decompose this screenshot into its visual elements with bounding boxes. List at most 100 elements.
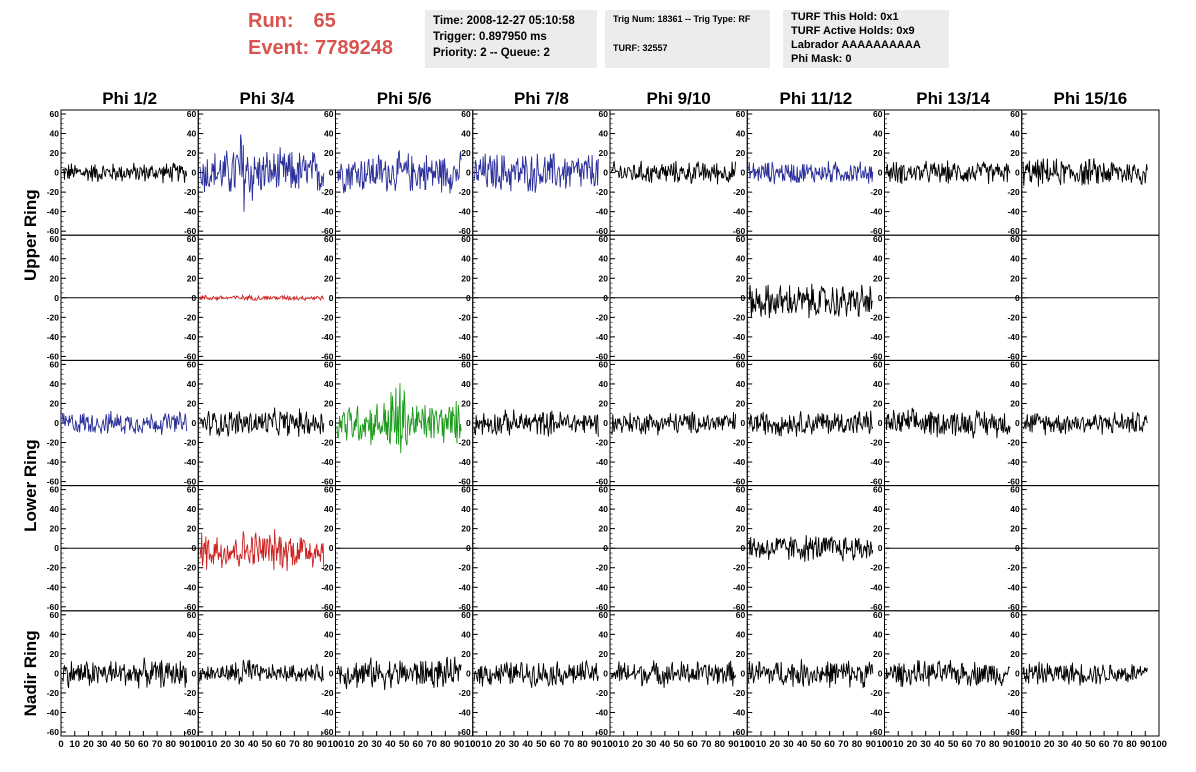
y-tick-label: -60 [321,602,334,612]
y-tick-label: -60 [47,602,60,612]
y-tick-label: -40 [184,207,197,217]
y-tick-label: 40 [461,254,471,264]
y-tick-label: 20 [873,148,883,158]
x-tick-label: 30 [646,739,657,750]
y-tick-label: 60 [187,234,197,244]
y-tick-label: 20 [736,524,746,534]
y-tick-label: 0 [466,293,471,303]
y-tick-label: 40 [1010,629,1020,639]
y-tick-label: 60 [599,610,609,620]
y-tick-label: 40 [324,129,334,139]
y-tick-label: 40 [873,629,883,639]
x-tick-label: 80 [577,739,588,750]
y-tick-label: 0 [54,418,59,428]
labrador-text: Labrador AAAAAAAAAA [791,39,921,51]
y-tick-label: 60 [187,109,197,119]
y-tick-label: 0 [54,293,59,303]
x-tick-label: 30 [1058,739,1069,750]
y-tick-label: 20 [187,148,197,158]
y-tick-label: 20 [461,524,471,534]
y-tick-label: -40 [47,707,60,717]
y-tick-label: -20 [733,438,746,448]
y-tick-label: -20 [596,312,609,322]
y-tick-label: 20 [461,273,471,283]
y-tick-label: 60 [599,485,609,495]
x-tick-label: 50 [536,739,547,750]
x-tick-label: 80 [440,739,451,750]
y-tick-label: 20 [736,273,746,283]
y-tick-label: -60 [321,226,334,236]
x-tick-label: 30 [371,739,382,750]
waveform-trace [1022,158,1148,187]
y-tick-label: -60 [321,727,334,737]
y-tick-label: 60 [873,109,883,119]
y-tick-label: 20 [736,649,746,659]
run-event-box: Run: 65 Event: 7789248 [248,8,418,62]
waveform-trace [61,657,188,689]
event-label: Event: [248,37,310,59]
x-tick-label: 50 [948,739,959,750]
y-tick-label: -40 [47,332,60,342]
y-tick-label: 20 [324,524,334,534]
y-tick-label: 40 [736,254,746,264]
y-tick-label: 40 [1010,254,1020,264]
y-tick-label: 0 [1015,668,1020,678]
column-header: Phi 3/4 [239,89,294,108]
y-tick-label: -40 [184,457,197,467]
y-tick-label: 60 [50,234,60,244]
x-tick-label: 10 [618,739,629,750]
panel-frame [609,109,748,236]
y-tick-label: 60 [1010,234,1020,244]
x-tick-label: 0 [1019,739,1024,750]
x-tick-label: 90 [179,739,190,750]
column-header: Phi 9/10 [646,89,710,108]
y-tick-label: -20 [870,438,883,448]
x-tick-label: 90 [728,739,739,750]
x-tick-label: 100 [190,739,206,750]
y-tick-label: 20 [461,148,471,158]
x-tick-label: 30 [783,739,794,750]
y-tick-label: 40 [873,254,883,264]
y-tick-label: -40 [458,582,471,592]
y-tick-label: 40 [873,379,883,389]
x-tick-label: 20 [220,739,231,750]
x-tick-label: 60 [687,739,698,750]
y-tick-label: -20 [184,187,197,197]
y-tick-label: -60 [321,477,334,487]
y-tick-label: 40 [187,129,197,139]
x-tick-label: 0 [882,739,887,750]
y-tick-label: 20 [187,649,197,659]
y-tick-label: -60 [870,477,883,487]
y-tick-label: -60 [1007,602,1020,612]
y-tick-label: -20 [733,187,746,197]
y-tick-label: 20 [599,273,609,283]
y-tick-label: -40 [1007,582,1020,592]
waveform-trace [199,134,325,212]
x-tick-label: 50 [124,739,135,750]
y-tick-label: 20 [324,148,334,158]
y-tick-label: 60 [461,485,471,495]
turf-active-text: TURF Active Holds: 0x9 [791,25,915,37]
y-tick-label: -60 [733,351,746,361]
y-tick-label: 20 [324,649,334,659]
y-tick-label: 60 [736,610,746,620]
y-tick-label: 20 [1010,148,1020,158]
y-tick-label: 40 [187,254,197,264]
y-tick-label: -60 [47,351,60,361]
x-tick-label: 30 [234,739,245,750]
y-tick-label: 0 [329,668,334,678]
y-tick-label: -60 [1007,477,1020,487]
x-tick-label: 10 [481,739,492,750]
y-tick-label: 20 [461,398,471,408]
y-tick-label: 60 [50,359,60,369]
y-tick-label: -40 [321,457,334,467]
y-tick-label: 40 [599,129,609,139]
y-tick-label: 60 [1010,485,1020,495]
y-tick-label: -20 [733,312,746,322]
y-tick-label: 60 [324,359,334,369]
y-tick-label: -40 [870,332,883,342]
y-tick-label: 40 [736,129,746,139]
y-tick-label: -60 [458,477,471,487]
y-tick-label: -20 [458,312,471,322]
y-tick-label: 60 [1010,610,1020,620]
